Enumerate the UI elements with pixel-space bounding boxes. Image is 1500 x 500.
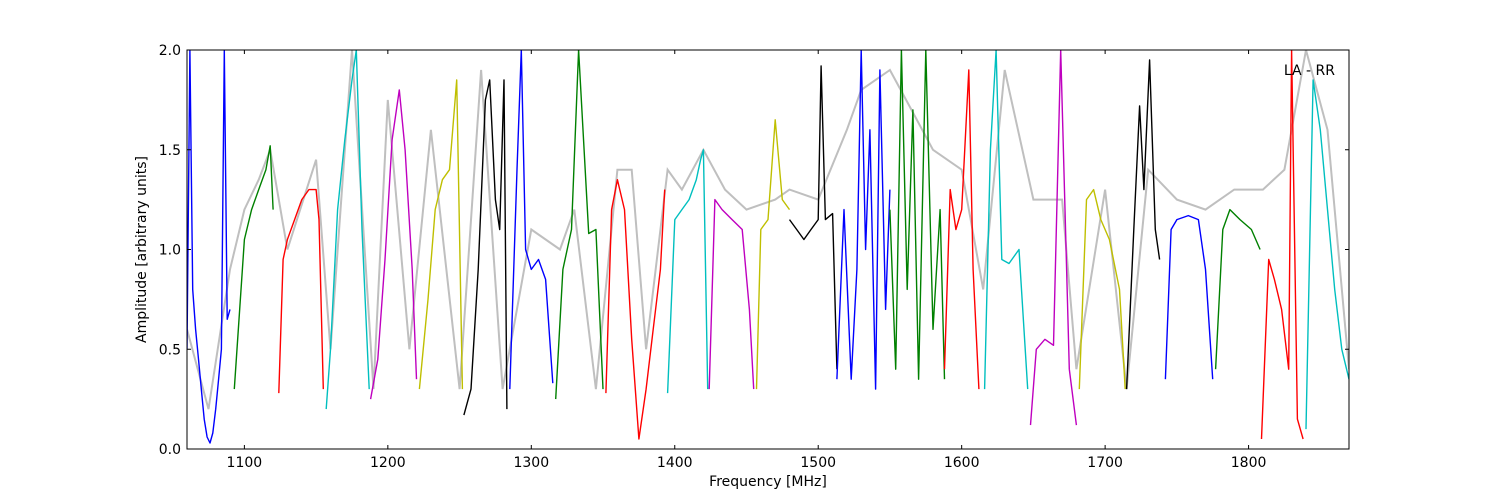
series-line-19 bbox=[1029, 50, 1078, 426]
series-line-25 bbox=[1305, 79, 1349, 430]
series-line-17 bbox=[943, 69, 980, 390]
background-envelope bbox=[187, 50, 1349, 410]
series-line-21 bbox=[1125, 59, 1161, 390]
series-line-1 bbox=[187, 50, 231, 444]
x-tick-label: 1400 bbox=[657, 455, 693, 471]
series-line-12 bbox=[708, 198, 755, 390]
series-line-8 bbox=[509, 50, 554, 390]
series-line-24 bbox=[1260, 50, 1304, 440]
series-line-3 bbox=[278, 188, 324, 394]
series-line-9 bbox=[555, 50, 604, 400]
series-line-23 bbox=[1214, 208, 1261, 370]
y-axis-title: Amplitude [arbitrary units] bbox=[134, 156, 150, 343]
x-tick-label: 1600 bbox=[944, 455, 980, 471]
plot-frame bbox=[186, 49, 1350, 450]
series-line-14 bbox=[788, 65, 838, 370]
y-tick-label: 0.0 bbox=[159, 442, 181, 458]
x-axis-title: Frequency [MHz] bbox=[709, 474, 827, 490]
y-axis: 0.0 0.5 1.0 1.5 2.0 bbox=[159, 43, 1349, 458]
y-tick-label: 1.5 bbox=[159, 143, 181, 159]
x-tick-label: 1100 bbox=[227, 455, 263, 471]
series-line-5 bbox=[369, 89, 418, 400]
series-line-16 bbox=[889, 50, 946, 380]
plot-annotation: LA - RR bbox=[1284, 63, 1335, 79]
series-line-11 bbox=[666, 149, 709, 394]
series-line-4 bbox=[325, 50, 370, 410]
series-line-18 bbox=[983, 50, 1029, 390]
x-tick-label: 1500 bbox=[800, 455, 836, 471]
background-envelope-line bbox=[187, 50, 1349, 410]
x-tick-label: 1700 bbox=[1087, 455, 1123, 471]
series-line-20 bbox=[1078, 188, 1126, 390]
series-line-15 bbox=[836, 50, 891, 390]
series-line-13 bbox=[755, 119, 791, 390]
x-axis: 1100 1200 1300 1400 1500 1600 1700 1800 bbox=[227, 50, 1267, 471]
series-line-6 bbox=[418, 79, 464, 390]
series-line-22 bbox=[1164, 214, 1214, 380]
y-tick-label: 1.0 bbox=[159, 243, 181, 259]
series-group bbox=[187, 50, 1349, 444]
series-line-2 bbox=[233, 145, 274, 390]
series-line-10 bbox=[605, 178, 666, 440]
x-tick-label: 1200 bbox=[370, 455, 406, 471]
series-line-7 bbox=[463, 79, 508, 416]
x-tick-label: 1300 bbox=[513, 455, 549, 471]
y-tick-label: 2.0 bbox=[159, 43, 181, 59]
x-tick-label: 1800 bbox=[1231, 455, 1267, 471]
y-tick-label: 0.5 bbox=[159, 342, 181, 358]
